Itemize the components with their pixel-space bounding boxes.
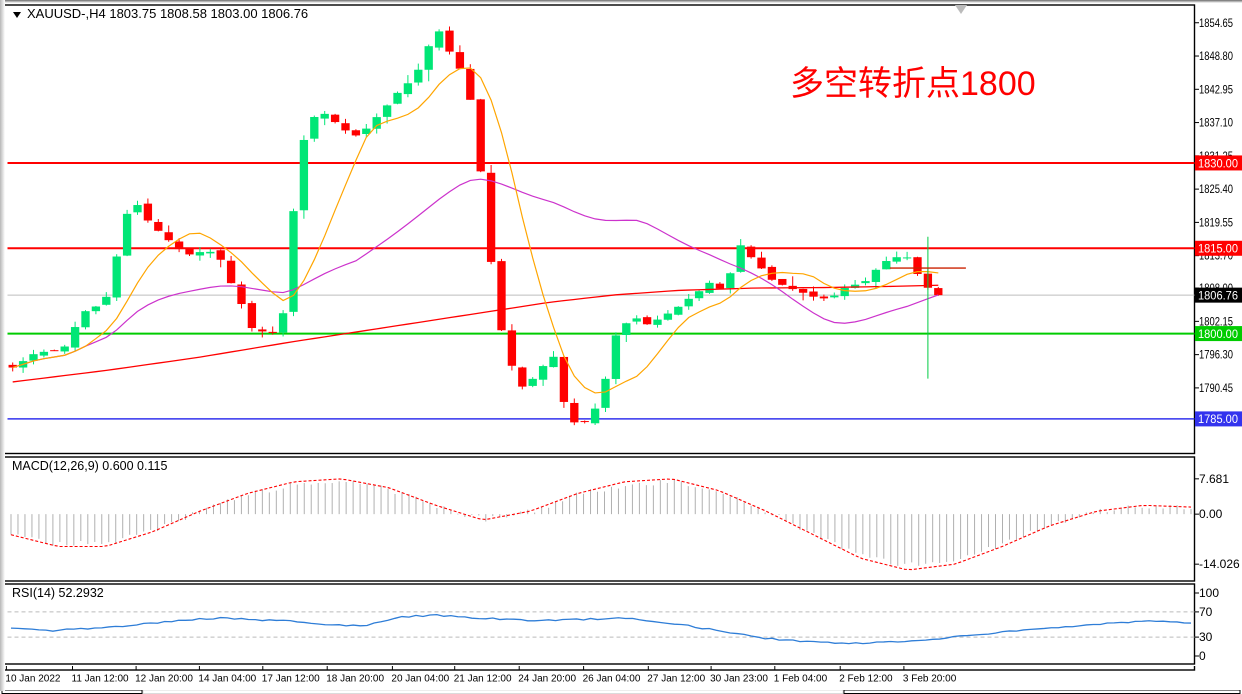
- svg-text:1806.76: 1806.76: [1198, 288, 1238, 302]
- svg-text:10 Jan 2022: 10 Jan 2022: [5, 674, 60, 685]
- svg-text:20 Jan 04:00: 20 Jan 04:00: [391, 674, 449, 685]
- svg-text:-14.026: -14.026: [1199, 557, 1240, 571]
- svg-text:1842.95: 1842.95: [1199, 82, 1233, 96]
- svg-text:1790.45: 1790.45: [1199, 381, 1233, 395]
- svg-text:1 Feb 04:00: 1 Feb 04:00: [774, 674, 828, 685]
- svg-text:17 Jan 12:00: 17 Jan 12:00: [262, 674, 320, 685]
- svg-text:1796.30: 1796.30: [1199, 348, 1233, 362]
- svg-text:11 Jan 12:00: 11 Jan 12:00: [72, 674, 130, 685]
- svg-text:70: 70: [1199, 605, 1213, 619]
- svg-text:21 Jan 12:00: 21 Jan 12:00: [454, 674, 512, 685]
- svg-text:0: 0: [1199, 649, 1206, 663]
- svg-text:24 Jan 20:00: 24 Jan 20:00: [518, 674, 576, 685]
- svg-text:1815.00: 1815.00: [1198, 242, 1238, 256]
- svg-text:27 Jan 12:00: 27 Jan 12:00: [647, 674, 705, 685]
- svg-text:3 Feb 20:00: 3 Feb 20:00: [903, 674, 957, 685]
- svg-text:1825.40: 1825.40: [1199, 182, 1233, 196]
- svg-text:RSI(14) 52.2932: RSI(14) 52.2932: [12, 586, 104, 600]
- svg-text:1800.00: 1800.00: [1198, 327, 1238, 341]
- svg-text:1819.55: 1819.55: [1199, 215, 1233, 229]
- svg-text:1837.10: 1837.10: [1199, 116, 1233, 130]
- svg-text:30: 30: [1199, 630, 1213, 644]
- svg-text:18 Jan 20:00: 18 Jan 20:00: [326, 674, 384, 685]
- svg-text:1848.80: 1848.80: [1199, 49, 1233, 63]
- svg-text:100: 100: [1199, 586, 1219, 600]
- svg-text:1785.00: 1785.00: [1198, 412, 1238, 426]
- svg-text:12 Jan 20:00: 12 Jan 20:00: [135, 674, 193, 685]
- svg-text:XAUUSD-,H4 1803.75 1808.58 1: XAUUSD-,H4 1803.75 1808.58 1803.00 1806.…: [27, 6, 308, 21]
- svg-text:1854.65: 1854.65: [1199, 16, 1233, 30]
- svg-text:多空转折点1800: 多空转折点1800: [790, 65, 1036, 103]
- svg-text:0.00: 0.00: [1199, 507, 1223, 521]
- svg-text:30 Jan 23:00: 30 Jan 23:00: [710, 674, 768, 685]
- svg-text:26 Jan 04:00: 26 Jan 04:00: [583, 674, 641, 685]
- svg-text:1830.00: 1830.00: [1198, 156, 1238, 170]
- svg-text:7.681: 7.681: [1199, 472, 1229, 486]
- svg-text:2 Feb 12:00: 2 Feb 12:00: [839, 674, 893, 685]
- svg-text:14 Jan 04:00: 14 Jan 04:00: [198, 674, 256, 685]
- svg-text:MACD(12,26,9) 0.600 0.115: MACD(12,26,9) 0.600 0.115: [12, 459, 167, 473]
